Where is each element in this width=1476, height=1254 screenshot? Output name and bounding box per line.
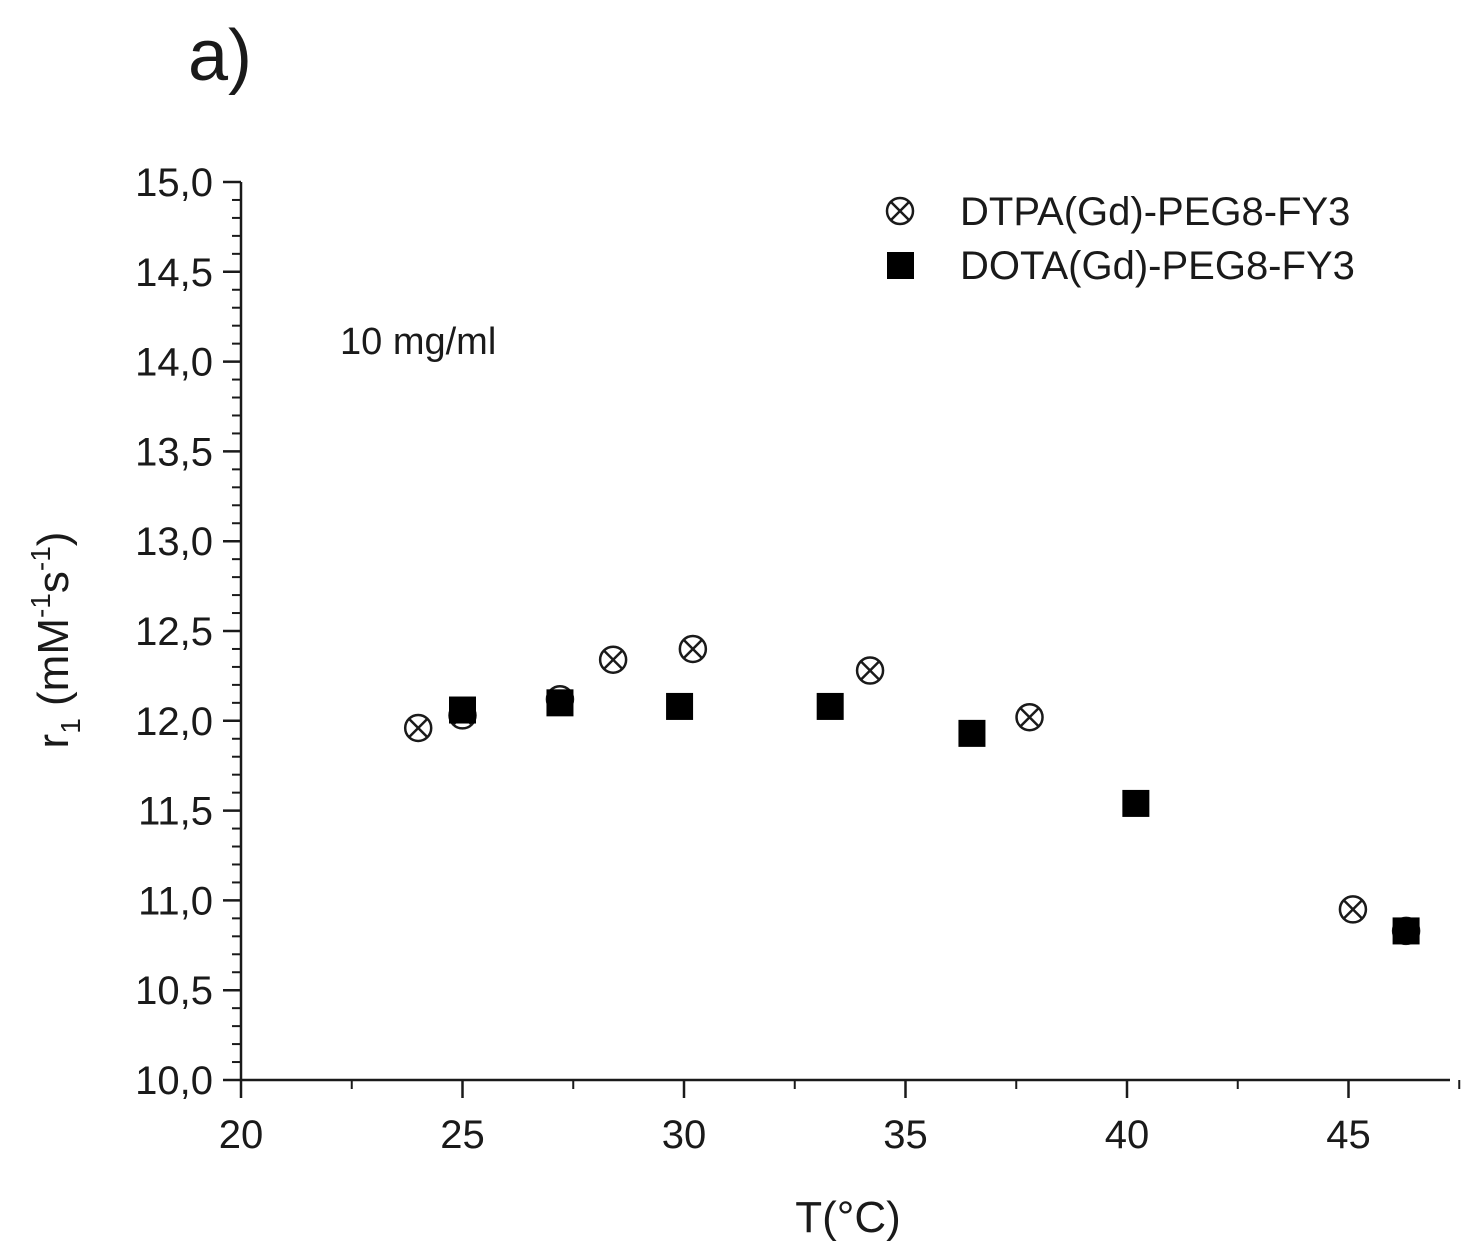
- y-tick-label: 14,5: [135, 251, 213, 295]
- legend-marker-dtpa: [885, 196, 915, 226]
- y-axis-title-sup1: -1: [25, 593, 56, 618]
- y-tick-label: 13,5: [135, 430, 213, 474]
- y-axis-title-prefix: r: [29, 734, 78, 749]
- data-point-dtpa: [1338, 895, 1368, 924]
- series-dota: [449, 689, 1420, 945]
- series-dtpa: [403, 634, 1421, 946]
- data-point-dota: [958, 719, 986, 747]
- x-ticks: 20 25 30 35 40 45: [219, 1080, 1461, 1157]
- y-tick-label: 10,5: [135, 969, 213, 1013]
- y-tick-label: 10,0: [135, 1059, 213, 1103]
- y-tick-label: 15,0: [135, 161, 213, 205]
- legend-entry-dtpa: DTPA(Gd)-PEG8-FY3: [885, 190, 1350, 234]
- concentration-annotation: 10 mg/ml: [340, 321, 496, 363]
- y-axis-title-mid: s: [29, 571, 78, 593]
- legend-entry-dota: DOTA(Gd)-PEG8-FY3: [887, 244, 1355, 288]
- data-point-dtpa: [855, 656, 885, 685]
- y-ticks: 10,0 10,5 11,0 11,5 12,0 12,5 13,0 13,5 14,0 14,5…: [135, 161, 241, 1103]
- legend-marker-dota: [887, 252, 914, 279]
- data-point-dtpa: [1015, 702, 1044, 732]
- svg-text:r1 (mM-1s-1): r1 (mM-1s-1): [25, 532, 86, 749]
- data-point-dtpa: [678, 634, 708, 664]
- y-axis-title-sup2: -1: [25, 546, 56, 571]
- y-tick-label: 13,0: [135, 520, 213, 564]
- y-tick-label: 11,5: [138, 790, 213, 834]
- x-tick-label: 35: [883, 1113, 928, 1157]
- y-axis-title-close: ): [29, 532, 78, 547]
- legend: DTPA(Gd)-PEG8-FY3 DOTA(Gd)-PEG8-FY3: [885, 190, 1355, 288]
- legend-label-dtpa: DTPA(Gd)-PEG8-FY3: [960, 190, 1350, 234]
- y-tick-label: 12,5: [135, 610, 213, 654]
- y-axis-title-open: (mM: [29, 618, 78, 718]
- x-tick-label: 45: [1326, 1113, 1371, 1157]
- x-tick-label: 20: [219, 1113, 264, 1157]
- data-point-dtpa: [403, 713, 433, 743]
- data-point-dota: [546, 689, 574, 717]
- data-point-dtpa: [598, 645, 628, 674]
- data-point-dota: [816, 692, 844, 720]
- x-axis-title: T(°C): [795, 1193, 901, 1242]
- x-tick-label: 30: [662, 1113, 707, 1157]
- axes: 10,0 10,5 11,0 11,5 12,0 12,5 13,0 13,5 14,0 14,5…: [135, 161, 1461, 1157]
- data-point-dota: [449, 696, 476, 724]
- y-axis-title: r1 (mM-1s-1): [25, 532, 86, 749]
- y-axis-title-subscript: 1: [55, 718, 86, 734]
- legend-label-dota: DOTA(Gd)-PEG8-FY3: [960, 244, 1355, 288]
- x-tick-label: 40: [1105, 1113, 1150, 1157]
- x-tick-label: 25: [440, 1113, 485, 1157]
- y-tick-label: 14,0: [135, 341, 213, 385]
- data-point-dota: [1122, 789, 1150, 817]
- panel-label: a): [188, 16, 252, 96]
- y-tick-label: 11,0: [138, 879, 213, 923]
- data-point-dota: [1392, 917, 1420, 945]
- data-point-dota: [666, 692, 694, 720]
- y-tick-label: 12,0: [135, 700, 213, 744]
